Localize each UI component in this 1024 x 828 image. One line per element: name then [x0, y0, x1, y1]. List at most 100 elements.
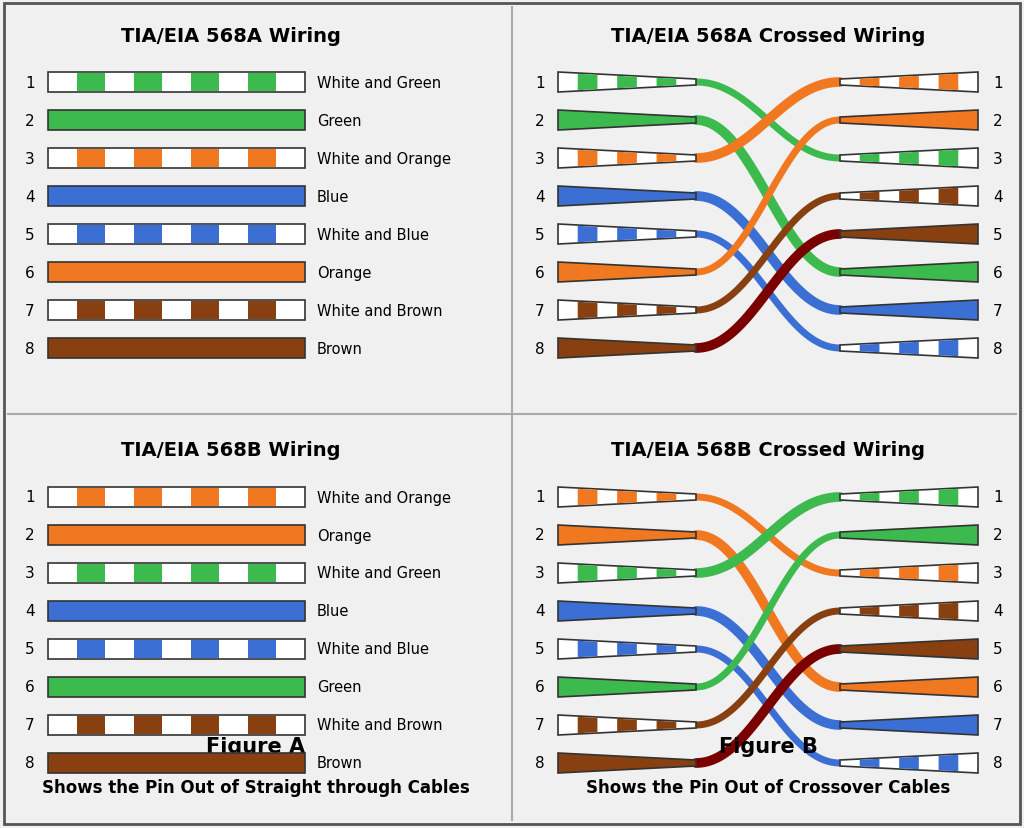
Text: 1: 1 [536, 490, 545, 505]
Polygon shape [840, 715, 978, 735]
Polygon shape [840, 73, 978, 93]
Polygon shape [860, 344, 880, 353]
Bar [77, 74, 105, 92]
Bar [48, 563, 305, 583]
Bar [48, 187, 305, 207]
Text: White and Green: White and Green [317, 566, 441, 580]
Text: Figure B: Figure B [719, 736, 817, 756]
Bar [48, 301, 305, 320]
Polygon shape [899, 605, 919, 618]
Text: 8: 8 [993, 756, 1002, 771]
Text: Shows the Pin Out of Crossover Cables: Shows the Pin Out of Crossover Cables [586, 778, 950, 797]
Polygon shape [860, 607, 880, 615]
Bar [134, 640, 162, 658]
Polygon shape [558, 111, 696, 131]
Polygon shape [840, 525, 978, 546]
Text: 7: 7 [26, 718, 35, 733]
Polygon shape [899, 567, 919, 580]
Polygon shape [939, 189, 958, 205]
Text: Blue: Blue [317, 604, 349, 619]
Polygon shape [617, 643, 637, 656]
Text: 2: 2 [536, 528, 545, 543]
Polygon shape [860, 155, 880, 163]
Bar [134, 150, 162, 168]
Polygon shape [840, 563, 978, 583]
Polygon shape [617, 719, 637, 731]
Text: 5: 5 [536, 227, 545, 243]
Polygon shape [860, 493, 880, 502]
Bar [48, 677, 305, 697]
Polygon shape [578, 75, 597, 91]
Polygon shape [939, 489, 958, 506]
Polygon shape [899, 343, 919, 354]
Text: 3: 3 [26, 152, 35, 166]
Polygon shape [656, 155, 676, 163]
Text: White and Brown: White and Brown [317, 718, 442, 733]
Text: 3: 3 [26, 566, 35, 580]
Text: 4: 4 [993, 190, 1002, 205]
Text: 3: 3 [536, 152, 545, 166]
Bar [190, 716, 219, 734]
Polygon shape [840, 111, 978, 131]
Bar [77, 640, 105, 658]
Text: Shows the Pin Out of Straight through Cables: Shows the Pin Out of Straight through Ca… [42, 778, 470, 797]
Polygon shape [840, 149, 978, 169]
Text: 8: 8 [26, 756, 35, 771]
Text: 5: 5 [26, 642, 35, 657]
Bar [134, 301, 162, 320]
Polygon shape [617, 491, 637, 503]
Bar [190, 150, 219, 168]
Polygon shape [840, 601, 978, 621]
Bar [48, 639, 305, 659]
Polygon shape [558, 753, 696, 773]
Polygon shape [578, 641, 597, 657]
Polygon shape [840, 677, 978, 697]
Text: 1: 1 [536, 75, 545, 90]
Text: Brown: Brown [317, 341, 362, 356]
Polygon shape [939, 151, 958, 167]
Text: 2: 2 [26, 528, 35, 543]
Polygon shape [656, 645, 676, 653]
Polygon shape [840, 488, 978, 508]
Polygon shape [899, 757, 919, 769]
Polygon shape [860, 79, 880, 87]
Polygon shape [558, 73, 696, 93]
Text: White and Orange: White and Orange [317, 490, 451, 505]
Bar [48, 111, 305, 131]
Polygon shape [558, 525, 696, 546]
Polygon shape [656, 230, 676, 239]
Text: 4: 4 [26, 604, 35, 619]
Text: 7: 7 [993, 718, 1002, 733]
Polygon shape [840, 753, 978, 773]
Polygon shape [840, 262, 978, 282]
Polygon shape [656, 569, 676, 577]
Text: 1: 1 [993, 490, 1002, 505]
Polygon shape [939, 75, 958, 91]
Bar [190, 225, 219, 244]
Polygon shape [899, 190, 919, 203]
Bar [48, 715, 305, 735]
Bar [248, 301, 276, 320]
Text: 3: 3 [993, 566, 1002, 580]
Bar [248, 489, 276, 507]
Bar [190, 74, 219, 92]
Text: 6: 6 [536, 265, 545, 280]
Polygon shape [939, 340, 958, 357]
Bar [48, 262, 305, 282]
Bar [48, 488, 305, 508]
Bar [77, 225, 105, 244]
Bar [77, 564, 105, 582]
Text: 5: 5 [26, 227, 35, 243]
Polygon shape [558, 149, 696, 169]
Polygon shape [939, 755, 958, 771]
Text: 1: 1 [26, 490, 35, 505]
Text: 8: 8 [536, 756, 545, 771]
Text: 7: 7 [26, 303, 35, 318]
Text: 6: 6 [993, 265, 1002, 280]
Bar [190, 301, 219, 320]
Text: TIA/EIA 568B Crossed Wiring: TIA/EIA 568B Crossed Wiring [611, 441, 925, 460]
Polygon shape [899, 152, 919, 165]
Bar [134, 564, 162, 582]
Text: 3: 3 [993, 152, 1002, 166]
Text: 8: 8 [536, 341, 545, 356]
